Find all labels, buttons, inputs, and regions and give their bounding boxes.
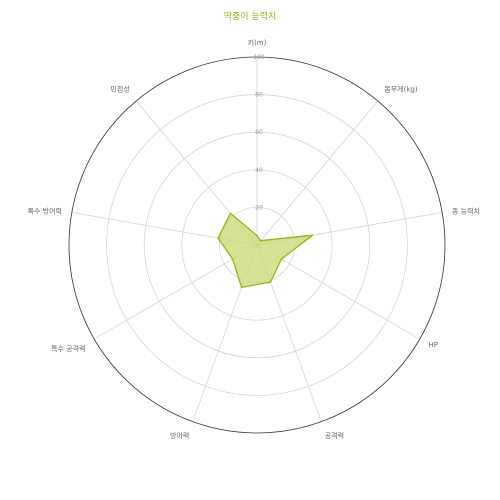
axis-label: HP xyxy=(428,341,438,349)
data-point xyxy=(280,258,283,260)
axis-label: 방어력 xyxy=(170,431,189,440)
chart-title: 딱충이 능력치 xyxy=(223,12,277,22)
axis-label: 공격력 xyxy=(325,432,344,440)
data-point xyxy=(269,281,272,283)
tick-label: 60 xyxy=(255,129,263,136)
data-point xyxy=(231,258,234,260)
axis-label: 민첩성 xyxy=(110,84,129,93)
axis-label: 특수 공격력 xyxy=(51,345,85,353)
axis-label: 몸무게(kg) xyxy=(384,84,418,93)
grid-spoke xyxy=(94,244,258,340)
data-point xyxy=(217,237,219,239)
data-point xyxy=(259,239,262,242)
tick-label: 20 xyxy=(255,204,263,211)
axis-label: 특수 방어력 xyxy=(28,207,62,216)
axis-label: 키(m) xyxy=(248,38,267,47)
grid-spoke xyxy=(256,100,379,246)
data-point xyxy=(240,286,243,289)
tick-label: 100 xyxy=(253,54,265,61)
data-point xyxy=(256,234,258,237)
data-point xyxy=(311,234,314,237)
tick-label: 40 xyxy=(255,167,263,174)
tick-label: 80 xyxy=(255,92,263,99)
axis-label: 종 능력치 xyxy=(452,207,480,216)
grid-spoke xyxy=(256,244,420,340)
data-area xyxy=(217,212,314,289)
data-point xyxy=(229,212,232,215)
outer-circle xyxy=(68,56,446,434)
